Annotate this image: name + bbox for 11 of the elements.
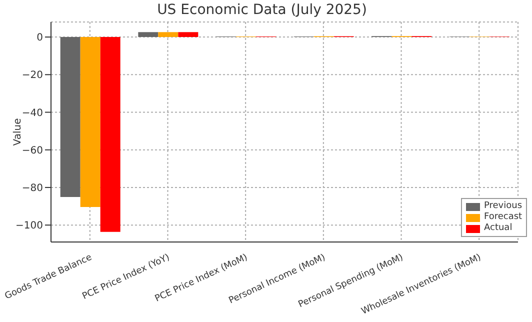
y-tick-label: −100 xyxy=(16,220,43,232)
chart-title: US Economic Data (July 2025) xyxy=(156,2,368,18)
legend-label: Previous xyxy=(484,201,522,212)
y-tick-label: −60 xyxy=(22,145,43,156)
legend-label: Actual xyxy=(484,223,512,234)
y-tick-label: 0 xyxy=(36,32,43,44)
y-axis-title: Value xyxy=(12,118,24,146)
legend-label: Forecast xyxy=(484,212,522,223)
y-tick-label: −20 xyxy=(22,70,43,82)
y-tick-label: −40 xyxy=(22,108,43,119)
y-tick-label: −80 xyxy=(22,183,43,194)
